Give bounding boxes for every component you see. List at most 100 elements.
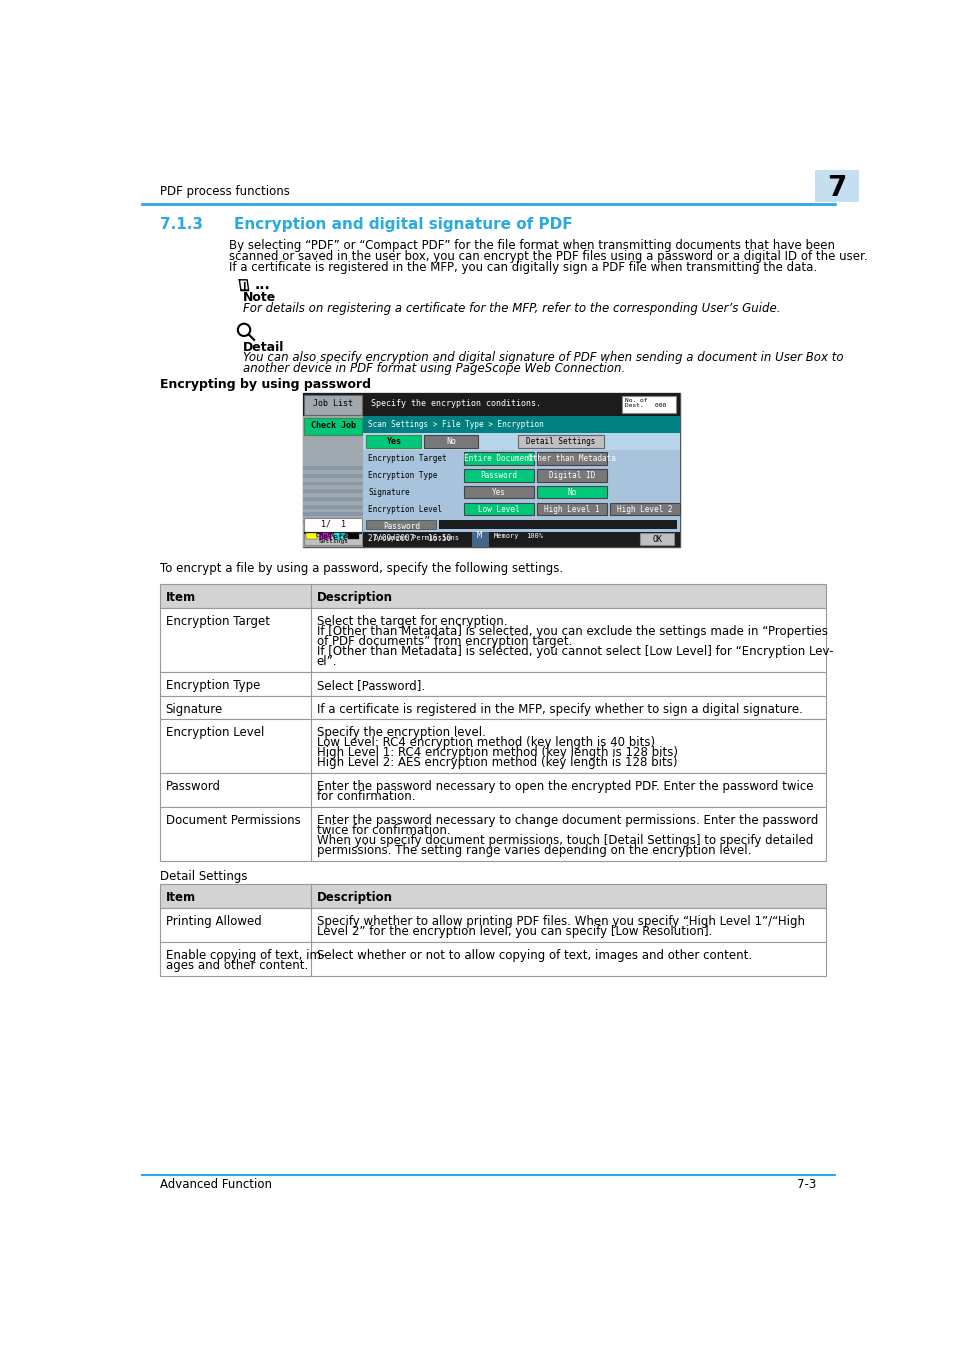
- Text: Password: Password: [166, 780, 220, 794]
- Text: Scan Settings > File Type > Encryption: Scan Settings > File Type > Encryption: [368, 420, 543, 429]
- Bar: [537, 486, 606, 498]
- Text: scanned or saved in the user box, you can encrypt the PDF files using a password: scanned or saved in the user box, you ca…: [229, 250, 867, 263]
- Bar: [464, 504, 534, 516]
- Bar: [303, 393, 363, 547]
- Bar: [303, 393, 679, 547]
- Text: Description: Description: [316, 591, 393, 603]
- Bar: [304, 417, 361, 435]
- Text: If [Other than Metadata] is selected, you cannot select [Low Level] for “Encrypt: If [Other than Metadata] is selected, yo…: [316, 645, 833, 657]
- Bar: [159, 909, 825, 942]
- Text: No: No: [567, 487, 576, 497]
- Text: Signature: Signature: [166, 702, 223, 716]
- Text: OK: OK: [652, 535, 661, 544]
- Bar: [537, 504, 606, 516]
- Bar: [517, 435, 603, 448]
- Bar: [366, 435, 420, 448]
- Bar: [304, 394, 361, 414]
- Text: Enter the password necessary to change document permissions. Enter the password: Enter the password necessary to change d…: [316, 814, 818, 828]
- Text: Job List: Job List: [313, 400, 353, 408]
- Text: ages and other content.: ages and other content.: [166, 958, 308, 972]
- Bar: [639, 533, 674, 545]
- Bar: [303, 466, 363, 470]
- Text: 7.1.3: 7.1.3: [159, 217, 202, 232]
- Bar: [472, 532, 488, 547]
- Text: Item: Item: [166, 891, 195, 904]
- Text: Yes: Yes: [386, 437, 400, 446]
- Bar: [303, 489, 363, 493]
- Text: Encrypting by using password: Encrypting by using password: [159, 378, 370, 390]
- Text: 27/09/2007   16:50: 27/09/2007 16:50: [368, 533, 451, 543]
- Text: 7-3: 7-3: [797, 1179, 816, 1192]
- Bar: [303, 474, 363, 478]
- Text: Specify the encryption conditions.: Specify the encryption conditions.: [371, 400, 540, 408]
- Bar: [159, 942, 825, 976]
- Text: If a certificate is registered in the MFP, you can digitally sign a PDF file whe: If a certificate is registered in the MF…: [229, 261, 817, 274]
- Text: Delete: Delete: [317, 533, 348, 543]
- Text: Encryption Target: Encryption Target: [166, 614, 270, 628]
- Text: Check Job: Check Job: [311, 421, 355, 431]
- Bar: [303, 513, 363, 516]
- Text: Document Permissions: Document Permissions: [166, 814, 300, 828]
- Bar: [304, 518, 361, 532]
- Bar: [159, 884, 825, 909]
- Bar: [363, 483, 679, 501]
- Bar: [304, 532, 361, 533]
- Bar: [306, 533, 316, 539]
- Text: Advanced Function: Advanced Function: [159, 1179, 272, 1192]
- Text: Description: Description: [316, 891, 393, 904]
- Bar: [159, 608, 825, 672]
- Text: If [Other than Metadata] is selected, you can exclude the settings made in “Prop: If [Other than Metadata] is selected, yo…: [316, 625, 827, 637]
- Text: Encryption and digital signature of PDF: Encryption and digital signature of PDF: [233, 217, 572, 232]
- Text: When you specify document permissions, touch [Detail Settings] to specify detail: When you specify document permissions, t…: [316, 834, 812, 848]
- Text: Low Level: RC4 encryption method (key length is 40 bits): Low Level: RC4 encryption method (key le…: [316, 736, 655, 749]
- Text: Printing Allowed: Printing Allowed: [166, 915, 261, 927]
- Text: permissions. The setting range varies depending on the encryption level.: permissions. The setting range varies de…: [316, 844, 750, 857]
- Bar: [363, 518, 679, 532]
- Bar: [348, 533, 358, 539]
- Bar: [334, 533, 344, 539]
- Text: Detail Settings: Detail Settings: [159, 871, 247, 883]
- Text: You can also specify encryption and digital signature of PDF when sending a docu: You can also specify encryption and digi…: [243, 351, 843, 364]
- Text: Specify whether to allow printing PDF files. When you specify “High Level 1”/“Hi: Specify whether to allow printing PDF fi…: [316, 915, 804, 927]
- Bar: [363, 433, 679, 450]
- Bar: [303, 497, 363, 501]
- Bar: [609, 504, 679, 516]
- Bar: [303, 505, 363, 509]
- Bar: [363, 532, 679, 545]
- Bar: [363, 450, 679, 467]
- Text: Yes: Yes: [492, 487, 505, 497]
- Text: Memory: Memory: [493, 533, 518, 539]
- Text: M: M: [476, 531, 481, 540]
- Text: for confirmation.: for confirmation.: [316, 790, 415, 803]
- Text: Encryption Target: Encryption Target: [368, 454, 446, 463]
- Text: Password: Password: [382, 521, 419, 531]
- Bar: [159, 695, 825, 720]
- Bar: [366, 533, 467, 543]
- Bar: [464, 486, 534, 498]
- Text: Encryption Level: Encryption Level: [166, 726, 264, 740]
- Text: Specify the encryption level.: Specify the encryption level.: [316, 726, 485, 740]
- Text: Select [Password].: Select [Password].: [316, 679, 424, 691]
- Text: Item: Item: [166, 591, 195, 603]
- Text: No: No: [445, 437, 456, 446]
- Bar: [363, 416, 679, 433]
- Bar: [304, 532, 361, 545]
- Bar: [537, 452, 606, 464]
- Bar: [423, 435, 477, 448]
- Text: 1/  1: 1/ 1: [320, 520, 345, 528]
- Bar: [363, 532, 679, 547]
- Text: Document Permissions: Document Permissions: [374, 536, 458, 541]
- Bar: [159, 720, 825, 774]
- Text: By selecting “PDF” or “Compact PDF” for the file format when transmitting docume: By selecting “PDF” or “Compact PDF” for …: [229, 239, 835, 252]
- Bar: [159, 807, 825, 861]
- Text: Signature: Signature: [368, 487, 409, 497]
- Text: Level 2” for the encryption level, you can specify [Low Resolution].: Level 2” for the encryption level, you c…: [316, 925, 712, 938]
- Text: another device in PDF format using PageScope Web Connection.: another device in PDF format using PageS…: [243, 362, 625, 375]
- Text: To encrypt a file by using a password, specify the following settings.: To encrypt a file by using a password, s…: [159, 563, 562, 575]
- Text: High Level 1: High Level 1: [543, 505, 599, 513]
- Text: Enable copying of text, im-: Enable copying of text, im-: [166, 949, 325, 963]
- Text: High Level 2: AES encryption method (key length is 128 bits): High Level 2: AES encryption method (key…: [316, 756, 677, 770]
- Bar: [159, 672, 825, 695]
- Text: For details on registering a certificate for the MFP, refer to the corresponding: For details on registering a certificate…: [243, 302, 780, 315]
- Text: Select whether or not to allow copying of text, images and other content.: Select whether or not to allow copying o…: [316, 949, 751, 963]
